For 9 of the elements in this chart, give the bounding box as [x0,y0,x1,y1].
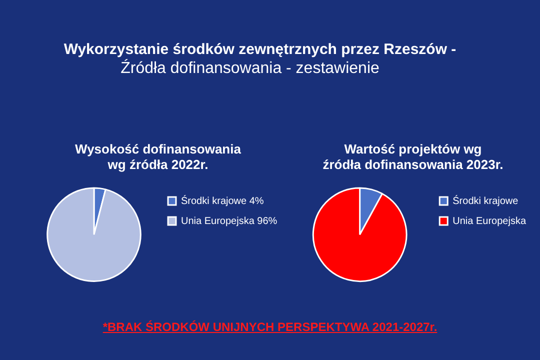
legend-label: Środki krajowe 4% [181,194,264,207]
legend-label: Unia Europejska [452,216,526,227]
chart-title: Wysokość dofinansowania wg źródła 2022r. [75,141,242,172]
text: *BRAK ŚRODKÓW UNIJNYCH PERSPEKTYWA 2021-2027r. [102,320,438,334]
chart-title: Wartość projektów wg źródła dofinansowania 2023r. [322,141,504,172]
text: Wykorzystanie środków zewnętrznych przez Rzeszów - [62,40,458,59]
legend-label: Środki krajowe [452,194,519,207]
legend-label: Unia Europejska 96% [181,216,278,227]
text: Źródła dofinansowania - zestawienie [120,59,380,78]
